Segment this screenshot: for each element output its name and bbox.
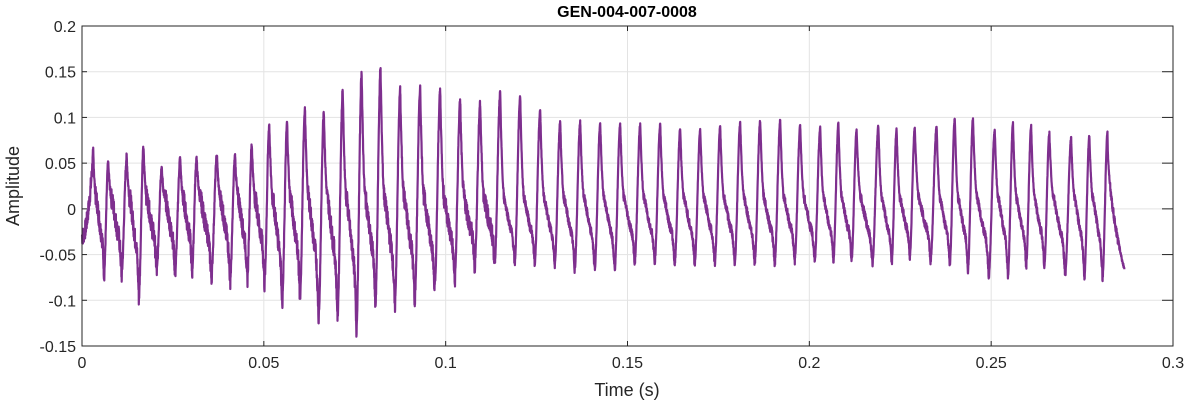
y-tick-label: 0 — [67, 202, 76, 219]
y-axis-label: Amplitude — [3, 146, 23, 226]
y-tick-label: 0.15 — [45, 65, 76, 82]
y-tick-label: 0.2 — [54, 19, 76, 36]
x-tick-label: 0.1 — [435, 355, 457, 372]
x-tick-label: 0 — [78, 355, 87, 372]
y-tick-label: -0.15 — [40, 339, 77, 356]
waveform-line — [80, 67, 1126, 338]
x-axis-label: Time (s) — [594, 380, 659, 400]
y-tick-label: -0.1 — [48, 293, 76, 310]
x-tick-label: 0.15 — [612, 355, 643, 372]
y-tick-label: 0.1 — [54, 110, 76, 127]
grid-lines — [81, 25, 1174, 347]
x-tick-label: 0.25 — [976, 355, 1007, 372]
x-tick-label: 0.3 — [1162, 355, 1184, 372]
x-tick-label: 0.05 — [248, 355, 279, 372]
y-tick-label: 0.05 — [45, 156, 76, 173]
y-tick-label: -0.05 — [40, 248, 77, 265]
x-tick-label: 0.2 — [798, 355, 820, 372]
axis-ticks: 0 0.05 0.1 0.15 0.2 0.25 0.3 -0.15 -0.1 -0.05 0 0.0… — [40, 19, 1185, 372]
chart-title: GEN-004-007-0008 — [557, 4, 697, 21]
